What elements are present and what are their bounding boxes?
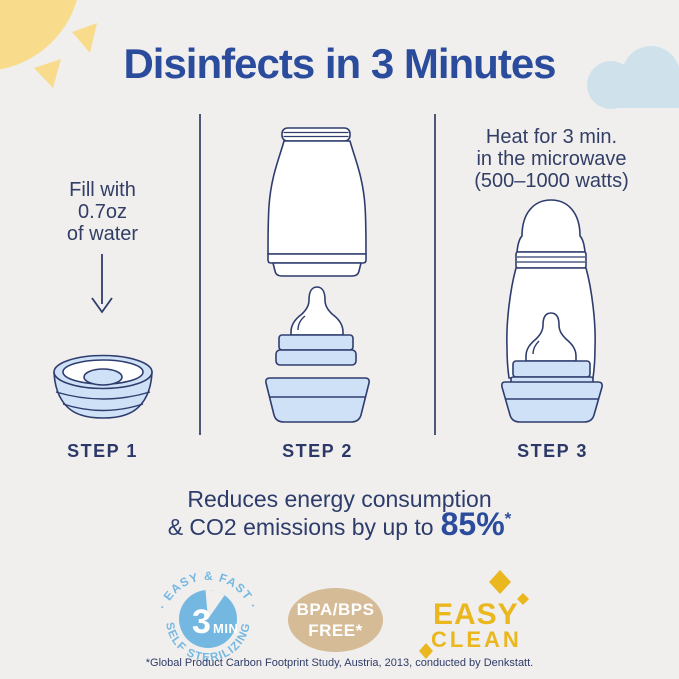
teat-fold-line <box>532 340 540 355</box>
bpa-badge-line2: FREE* <box>308 621 363 640</box>
bpa-badge-line1: BPA/BPS <box>296 600 375 619</box>
timer-value: 3 <box>192 603 211 641</box>
claim-percentage: 85% <box>440 506 505 542</box>
claim-line2-text: & CO2 emissions by up to <box>167 514 434 540</box>
step2-label: STEP 2 <box>282 441 353 461</box>
cloud-icon <box>587 46 679 109</box>
column-divider-right <box>434 114 436 435</box>
footnote: *Global Product Carbon Footprint Study, … <box>145 657 534 669</box>
bowl-ring-line <box>62 403 144 412</box>
bottle-neck-band <box>281 127 351 142</box>
easy-clean-word2: CLEAN <box>431 627 522 652</box>
column-divider-left <box>199 114 201 435</box>
bottle-base-cap <box>272 262 362 277</box>
step3-instruction: Heat for 3 min. in the microwave (500–10… <box>474 126 629 192</box>
inner-ring <box>512 360 591 378</box>
sun-disc <box>0 0 77 70</box>
water-bowl-illustration <box>53 354 153 419</box>
bottle-body <box>267 140 367 255</box>
sterilizer-base <box>501 381 603 423</box>
screw-ring-bottom <box>275 349 357 366</box>
bpa-free-badge: BPA/BPS FREE* <box>288 588 383 652</box>
sun-ray <box>34 59 61 88</box>
sun-ray <box>72 23 97 53</box>
easy-clean-word1: EASY <box>433 598 519 631</box>
sparkle-small <box>517 593 529 605</box>
claim-footnote-marker: * <box>504 509 512 528</box>
screw-ring-top <box>278 334 354 351</box>
timer-wedge <box>205 589 225 619</box>
sun-icon <box>0 0 97 88</box>
bottle-base-band <box>267 253 367 264</box>
claim-line2: & CO2 emissions by up to 85%* <box>0 505 679 549</box>
teat <box>290 286 344 336</box>
assembled-bottle-illustration <box>501 199 603 423</box>
sparkles-icon <box>419 570 529 659</box>
cloud-base <box>611 81 679 108</box>
teat-fold-line <box>297 315 306 331</box>
sparkle-small <box>419 643 433 659</box>
bottle-parts-illustration <box>265 127 370 423</box>
claim-line1: Reduces energy consumption <box>187 486 492 512</box>
bottle-cap-dome <box>516 199 586 253</box>
bowl-center <box>83 368 123 386</box>
step1-instruction: Fill with 0.7oz of water <box>66 179 139 245</box>
sterilizer-base <box>265 377 370 423</box>
teat-inside <box>525 312 577 362</box>
page-title: Disinfects in 3 Minutes <box>123 40 556 87</box>
bowl-ring-line <box>55 391 151 400</box>
step1-label: STEP 1 <box>67 441 138 461</box>
timer-unit: MIN <box>213 621 238 636</box>
arrow-down-icon <box>91 254 113 314</box>
step3-label: STEP 3 <box>517 441 588 461</box>
self-sterilizing-badge: 3 MIN · EASY & FAST · SELF STERILIZING <box>155 569 259 664</box>
sparkle-large <box>489 570 511 594</box>
bottle-cap-band <box>515 251 587 269</box>
